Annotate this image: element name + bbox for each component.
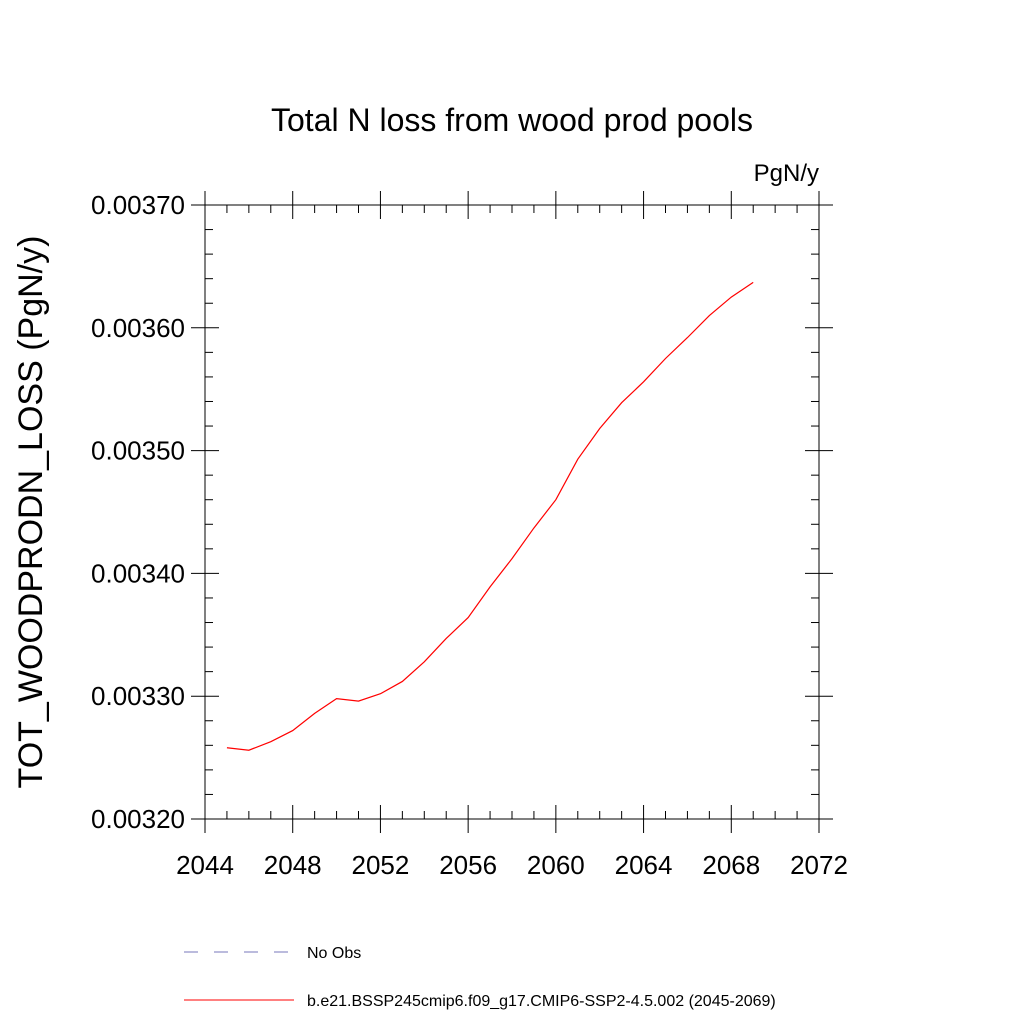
x-tick-label: 2072	[790, 850, 848, 880]
y-tick-label: 0.00360	[91, 313, 185, 343]
chart-title: Total N loss from wood prod pools	[271, 102, 753, 138]
y-tick-label: 0.00320	[91, 804, 185, 834]
x-tick-label: 2056	[439, 850, 497, 880]
units-label: PgN/y	[754, 160, 819, 187]
y-tick-labels: 0.00320 0.00330 0.00340 0.00350 0.00360 0.003…	[91, 190, 185, 834]
series-line	[226, 281, 754, 751]
major-ticks	[191, 191, 833, 833]
legend-label: No Obs	[307, 945, 361, 962]
y-tick-label: 0.00370	[91, 190, 185, 220]
x-tick-label: 2052	[352, 850, 410, 880]
x-tick-label: 2044	[176, 850, 234, 880]
minor-ticks	[205, 205, 819, 819]
series-group	[226, 281, 754, 751]
x-tick-labels: 2044 2048 2052 2056 2060 2064 2068 2072	[176, 850, 848, 880]
y-tick-label: 0.00350	[91, 436, 185, 466]
legend-label: b.e21.BSSP245cmip6.f09_g17.CMIP6-SSP2-4.…	[307, 993, 776, 1010]
x-tick-label: 2064	[615, 850, 673, 880]
y-tick-label: 0.00340	[91, 558, 185, 588]
x-tick-label: 2060	[527, 850, 585, 880]
y-axis-label: TOT_WOODPRODN_LOSS (PgN/y)	[12, 236, 50, 789]
plot-frame	[204, 204, 820, 820]
x-tick-label: 2048	[264, 850, 322, 880]
x-tick-label: 2068	[702, 850, 760, 880]
y-tick-label: 0.00330	[91, 681, 185, 711]
legend: No Obs b.e21.BSSP245cmip6.f09_g17.CMIP6-S…	[184, 945, 776, 1010]
